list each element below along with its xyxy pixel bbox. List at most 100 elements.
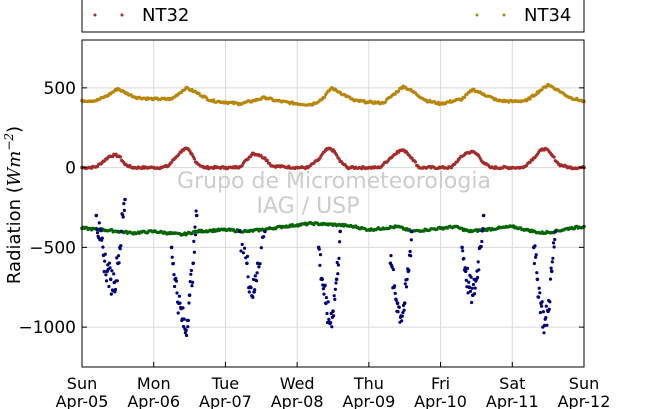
plot-border	[81, 39, 585, 368]
data-point	[175, 291, 179, 295]
data-point	[329, 311, 333, 316]
data-point	[108, 266, 112, 270]
data-point	[173, 284, 177, 289]
watermark-line-2: IAG / USP	[257, 194, 360, 219]
data-point	[467, 285, 472, 290]
data-point	[402, 308, 406, 312]
series-layer	[80, 82, 586, 338]
data-point	[537, 286, 541, 290]
x-tick-label-day: Sun	[569, 374, 599, 393]
x-tick-label-date: Apr-06	[127, 392, 180, 409]
data-point	[332, 314, 336, 318]
x-tick-label-date: Apr-07	[199, 392, 252, 409]
data-point	[239, 249, 243, 253]
data-point	[545, 323, 549, 327]
data-point	[408, 249, 412, 254]
data-point	[99, 229, 103, 233]
data-point	[263, 229, 267, 234]
legend: NT32 NT34	[81, 0, 585, 33]
data-point	[337, 256, 341, 260]
data-point	[333, 297, 337, 301]
data-point	[188, 280, 192, 284]
data-point	[400, 314, 404, 318]
x-tick-label-date: Apr-10	[414, 392, 467, 409]
data-point	[533, 244, 537, 248]
x-tick-label-day: Wed	[280, 374, 315, 393]
data-point	[262, 235, 266, 239]
watermark-line-1: Grupo de Micrometeorologia	[177, 169, 491, 194]
data-point	[413, 160, 418, 164]
data-point	[548, 277, 553, 281]
data-point	[542, 331, 546, 335]
data-point	[187, 293, 192, 298]
data-point	[101, 245, 105, 249]
data-point	[551, 256, 555, 260]
data-point	[243, 246, 247, 250]
data-point	[186, 325, 190, 329]
data-point	[177, 294, 181, 298]
y-tick-label: 0	[65, 159, 76, 179]
data-point	[245, 261, 249, 266]
data-point	[540, 88, 544, 92]
data-point	[253, 288, 257, 292]
data-point	[174, 279, 178, 283]
data-point	[410, 229, 414, 234]
data-point	[481, 227, 485, 231]
data-point	[473, 286, 477, 290]
data-point	[327, 317, 331, 321]
legend-entry-nt32: NT32	[93, 5, 189, 26]
data-point	[479, 244, 483, 249]
data-point	[544, 316, 548, 320]
data-point	[332, 294, 336, 298]
y-tick-label: 500	[44, 79, 76, 99]
data-point	[191, 261, 195, 266]
data-point	[330, 325, 334, 329]
legend-label-nt34: NT34	[524, 5, 571, 26]
data-point	[249, 286, 253, 290]
data-point	[103, 252, 107, 256]
data-point	[317, 247, 321, 251]
data-point	[97, 221, 101, 225]
data-point	[104, 279, 109, 283]
data-point	[404, 285, 409, 289]
data-point	[481, 213, 486, 218]
data-point	[466, 291, 470, 295]
plot-area: Grupo de Micrometeorologia IAG / USP	[80, 39, 586, 368]
series-nt34	[80, 82, 586, 107]
data-point	[95, 227, 99, 232]
x-tick-label-day: Sun	[67, 374, 97, 393]
y-axis-label: Radiation (Wm−2)	[2, 126, 25, 284]
x-tick-label-day: Mon	[137, 374, 171, 393]
data-point	[119, 244, 123, 248]
data-point	[113, 290, 117, 294]
data-point	[476, 275, 480, 280]
data-point	[334, 281, 338, 285]
data-point	[174, 276, 178, 280]
data-point	[115, 279, 119, 283]
data-point	[553, 237, 557, 242]
data-point	[194, 213, 199, 218]
data-point	[192, 157, 196, 161]
data-point	[535, 271, 539, 275]
data-point	[95, 231, 100, 235]
x-tick-label-date: Apr-09	[342, 392, 395, 409]
y-tick-label: −500	[29, 238, 76, 258]
data-point	[331, 309, 335, 314]
data-point	[550, 260, 554, 264]
data-point	[528, 97, 532, 101]
data-point	[324, 296, 328, 300]
data-point	[104, 273, 108, 277]
data-point	[395, 301, 400, 306]
data-point	[193, 233, 198, 237]
data-point	[119, 229, 124, 234]
data-point	[547, 307, 551, 311]
data-point	[409, 238, 413, 242]
data-point	[470, 300, 474, 305]
x-tick-label-date: Apr-05	[56, 392, 109, 409]
data-point	[184, 328, 188, 333]
data-point	[461, 249, 465, 253]
data-point	[401, 311, 405, 315]
data-point	[245, 254, 250, 258]
data-point	[538, 310, 543, 315]
